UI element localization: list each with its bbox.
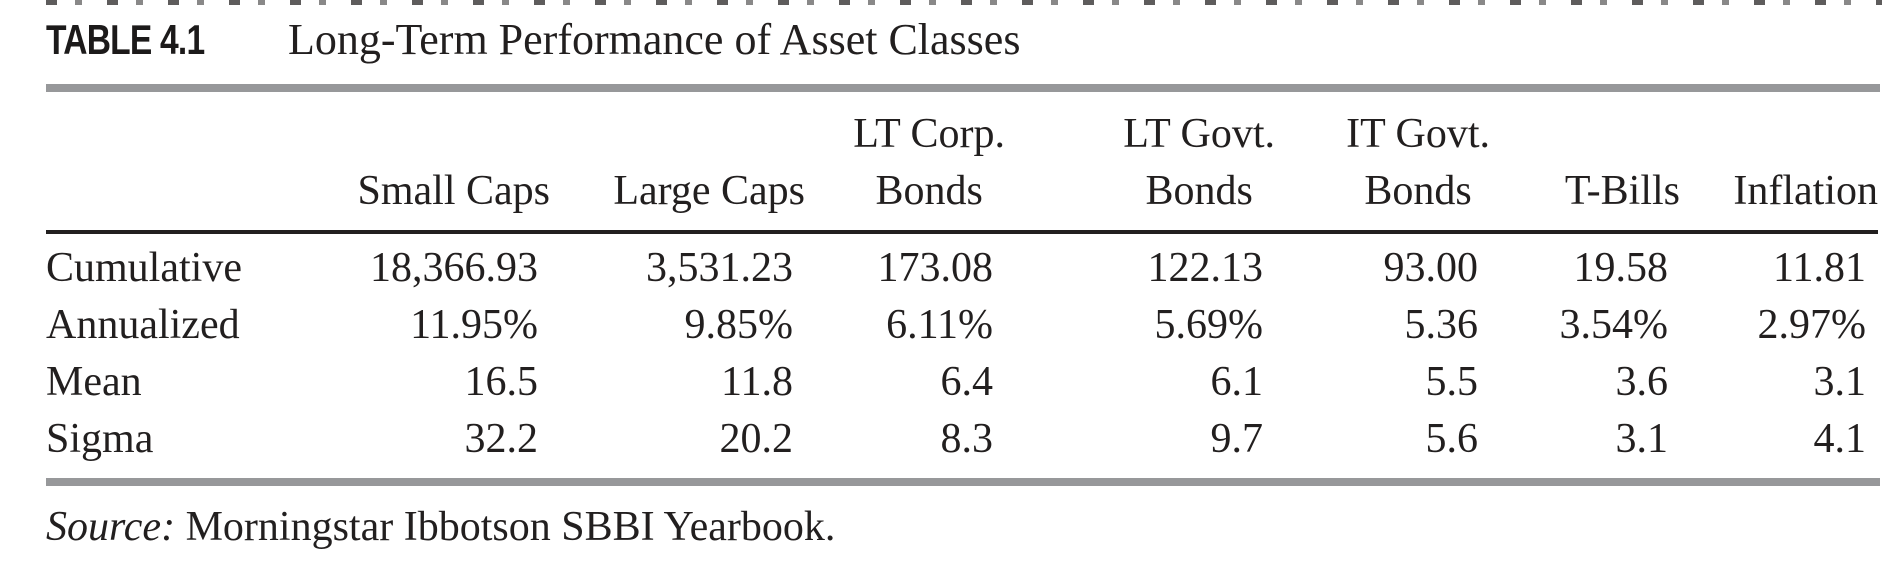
column-header-it-govt-bonds: IT Govt. Bonds — [1275, 92, 1490, 234]
table-title: Long-Term Performance of Asset Classes — [287, 15, 1021, 64]
column-header-empty — [46, 92, 346, 234]
column-header-large-caps: Large Caps — [550, 92, 805, 234]
cropped-text-artifact — [46, 0, 1882, 5]
column-header-lt-govt-bonds: LT Govt. Bonds — [1005, 92, 1275, 234]
column-header-t-bills: T-Bills — [1490, 92, 1680, 234]
data-cell: 5.5 — [1425, 359, 1479, 405]
column-header-label-line2: Bonds — [875, 168, 983, 214]
data-cell: 2.97% — [1757, 302, 1867, 348]
data-cell: 16.5 — [464, 359, 539, 405]
data-cell: 3,531.23 — [646, 245, 793, 291]
data-cell: 122.13 — [1147, 245, 1264, 291]
data-cell: 6.4 — [940, 359, 994, 405]
row-label: Sigma — [46, 416, 154, 462]
table-row-cumulative: Cumulative 18,366.93 3,531.23 173.08 122… — [46, 232, 1878, 297]
data-cell: 32.2 — [464, 416, 539, 462]
bottom-rule — [46, 478, 1880, 486]
table-number-label: TABLE 4.1 — [46, 16, 205, 63]
source-label: Source: — [46, 504, 176, 550]
data-cell: 173.08 — [877, 245, 994, 291]
column-header-label: Inflation — [1733, 168, 1878, 214]
column-header-lt-corp-bonds: LT Corp. Bonds — [805, 92, 1005, 234]
column-header-label-line2: Bonds — [1364, 168, 1472, 214]
data-cell: 19.58 — [1573, 245, 1669, 291]
table-caption: TABLE 4.1 Long-Term Performance of Asset… — [46, 14, 1880, 72]
data-cell: 93.00 — [1383, 245, 1479, 291]
column-header-small-caps: Small Caps — [346, 92, 550, 234]
table-row-sigma: Sigma 32.2 20.2 8.3 9.7 5.6 3.1 4.1 — [46, 411, 1878, 478]
data-cell: 4.1 — [1813, 416, 1867, 462]
data-cell: 9.85% — [684, 302, 794, 348]
table-row-annualized: Annualized 11.95% 9.85% 6.11% 5.69% 5.36… — [46, 297, 1878, 354]
data-cell: 5.36 — [1404, 302, 1479, 348]
data-cell: 11.81 — [1773, 245, 1866, 291]
column-header-label-line1: LT Corp. — [853, 111, 1005, 157]
data-cell: 8.3 — [940, 416, 994, 462]
table-row-mean: Mean 16.5 11.8 6.4 6.1 5.5 3.6 3.1 — [46, 354, 1878, 411]
data-cell: 6.1 — [1210, 359, 1264, 405]
column-header-label-line1: IT Govt. — [1346, 111, 1490, 157]
row-label: Annualized — [46, 302, 240, 348]
data-cell: 9.7 — [1210, 416, 1264, 462]
data-cell: 5.69% — [1154, 302, 1264, 348]
column-header-label-line2: Bonds — [1145, 168, 1253, 214]
column-header-label: T-Bills — [1564, 168, 1680, 214]
data-cell: 3.1 — [1813, 359, 1867, 405]
asset-classes-table: Small Caps Large Caps LT Corp. Bonds LT … — [46, 92, 1878, 478]
data-cell: 20.2 — [719, 416, 794, 462]
table-header: Small Caps Large Caps LT Corp. Bonds LT … — [46, 92, 1878, 234]
source-text: Morningstar Ibbotson SBBI Yearbook. — [185, 504, 836, 550]
data-cell: 3.1 — [1615, 416, 1669, 462]
column-header-label: Large Caps — [613, 168, 805, 214]
column-header-label-line1: LT Govt. — [1123, 111, 1275, 157]
column-header-inflation: Inflation — [1680, 92, 1878, 234]
table-body: Cumulative 18,366.93 3,531.23 173.08 122… — [46, 232, 1878, 478]
data-cell: 18,366.93 — [370, 245, 538, 291]
top-rule — [46, 84, 1880, 92]
data-cell: 5.6 — [1425, 416, 1479, 462]
header-row: Small Caps Large Caps LT Corp. Bonds LT … — [46, 92, 1878, 234]
data-cell: 3.54% — [1559, 302, 1669, 348]
document-page: TABLE 4.1 Long-Term Performance of Asset… — [46, 14, 1880, 552]
data-cell: 11.8 — [721, 359, 793, 405]
column-header-label: Small Caps — [357, 168, 550, 214]
data-cell: 11.95% — [410, 302, 538, 348]
row-label: Cumulative — [46, 245, 242, 291]
source-note: Source: Morningstar Ibbotson SBBI Yearbo… — [46, 502, 1880, 552]
data-cell: 3.6 — [1615, 359, 1669, 405]
row-label: Mean — [46, 359, 142, 405]
data-cell: 6.11% — [886, 302, 993, 348]
